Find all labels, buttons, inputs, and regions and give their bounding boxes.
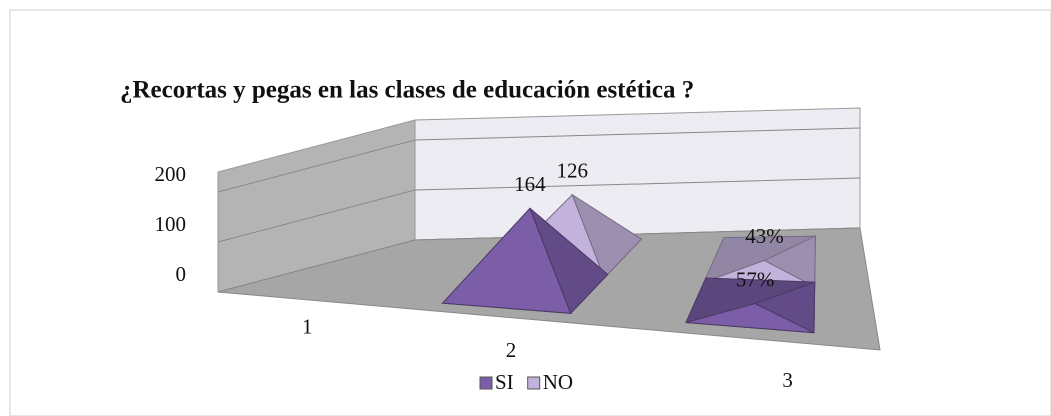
grid-line	[217, 127, 861, 193]
pyramid-side	[571, 193, 643, 279]
data-label: 43%	[745, 224, 784, 248]
grid-line	[217, 177, 861, 243]
x-tick-label: 2	[506, 338, 517, 362]
legend-label: NO	[543, 370, 573, 394]
back-wall	[414, 107, 861, 241]
x-tick-label: 1	[302, 315, 313, 339]
pyramid-side	[529, 207, 609, 315]
pyramid-side	[763, 235, 816, 288]
y-tick-label: 0	[176, 262, 187, 286]
x-tick-label: 3	[782, 368, 793, 392]
legend-swatch	[527, 376, 541, 390]
y-tick-label: 100	[155, 212, 187, 236]
pyramid-side	[753, 281, 816, 334]
y-tick-label: 200	[155, 162, 187, 186]
legend-swatch	[479, 376, 493, 390]
data-label: 126	[557, 159, 589, 183]
legend-label: SI	[495, 370, 514, 394]
data-label: 57%	[736, 267, 775, 291]
chart-title: ¿Recortas y pegas en las clases de educa…	[120, 77, 694, 104]
data-label: 164	[514, 172, 546, 196]
